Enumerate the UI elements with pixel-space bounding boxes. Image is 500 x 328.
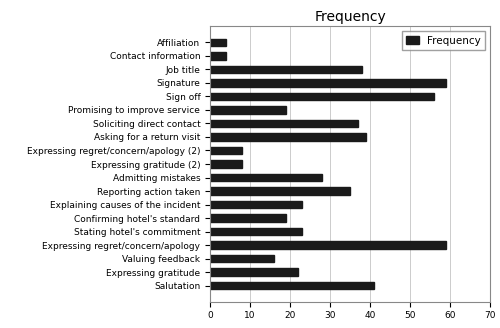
Bar	[210, 66, 362, 73]
Bar	[210, 79, 446, 87]
Bar	[210, 160, 242, 168]
Bar	[210, 268, 298, 276]
Bar	[210, 214, 286, 222]
Bar	[210, 241, 446, 249]
Bar	[210, 120, 358, 127]
Bar	[210, 133, 366, 141]
Bar	[210, 39, 226, 46]
Bar	[210, 106, 286, 114]
Legend: Frequency: Frequency	[402, 31, 485, 50]
Bar	[210, 187, 350, 195]
Bar	[210, 228, 302, 235]
Bar	[210, 52, 226, 60]
Bar	[210, 174, 322, 181]
Bar	[210, 93, 434, 100]
Bar	[210, 201, 302, 208]
Bar	[210, 255, 274, 262]
Bar	[210, 147, 242, 154]
Title: Frequency: Frequency	[314, 10, 386, 24]
Bar	[210, 282, 374, 289]
